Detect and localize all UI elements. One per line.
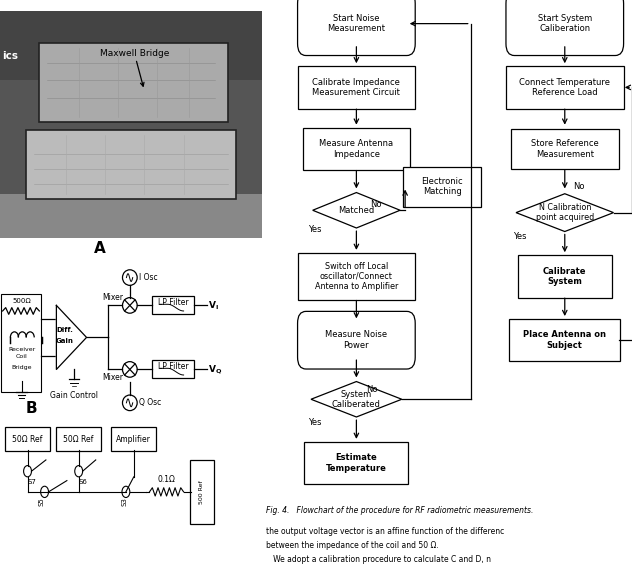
FancyBboxPatch shape (303, 128, 410, 170)
Text: Measure Noise
Power: Measure Noise Power (325, 331, 387, 350)
Text: No: No (573, 182, 585, 191)
Text: System
Caliberated: System Caliberated (332, 390, 381, 409)
Text: Mixer: Mixer (102, 293, 123, 302)
FancyBboxPatch shape (1, 294, 40, 392)
Text: No: No (370, 200, 381, 209)
FancyBboxPatch shape (26, 130, 236, 199)
Text: 500 Ref: 500 Ref (200, 480, 205, 503)
FancyBboxPatch shape (403, 167, 481, 207)
FancyBboxPatch shape (5, 427, 50, 451)
Text: Amplifier: Amplifier (116, 435, 151, 444)
Text: Electronic
Matching: Electronic Matching (422, 177, 463, 196)
Text: Yes: Yes (308, 418, 321, 428)
Text: the output voltage vector is an affine function of the differenc: the output voltage vector is an affine f… (265, 527, 504, 536)
Text: No: No (367, 385, 378, 394)
FancyBboxPatch shape (298, 253, 415, 300)
Text: Mixer: Mixer (102, 373, 123, 382)
Text: Yes: Yes (513, 231, 526, 240)
Text: Gain: Gain (56, 338, 74, 344)
Text: S6: S6 (78, 479, 87, 485)
Text: 50Ω Ref: 50Ω Ref (13, 435, 43, 444)
Text: S5: S5 (39, 497, 45, 506)
FancyBboxPatch shape (111, 427, 156, 451)
Text: Q Osc: Q Osc (139, 399, 161, 407)
FancyBboxPatch shape (298, 311, 415, 369)
Text: 50Ω Ref: 50Ω Ref (63, 435, 94, 444)
Text: Matched: Matched (338, 206, 375, 215)
Text: Store Reference
Measurement: Store Reference Measurement (531, 139, 599, 159)
FancyBboxPatch shape (56, 427, 101, 451)
Text: Gain Control: Gain Control (50, 391, 98, 400)
Text: LP Filter: LP Filter (158, 362, 188, 371)
Text: between the impedance of the coil and 50 Ω.: between the impedance of the coil and 50… (265, 541, 439, 550)
Text: Start Noise
Measurement: Start Noise Measurement (327, 14, 386, 33)
Text: Coil: Coil (16, 354, 27, 359)
Text: $\mathbf{V_Q}$: $\mathbf{V_Q}$ (208, 363, 222, 376)
Text: Connect Temperature
Reference Load: Connect Temperature Reference Load (520, 78, 611, 97)
FancyBboxPatch shape (190, 460, 214, 524)
Text: Yes: Yes (308, 225, 321, 234)
Text: $\mathbf{V_I}$: $\mathbf{V_I}$ (208, 299, 219, 312)
Text: Bridge: Bridge (11, 365, 32, 370)
Text: Fig. 4.   Flowchart of the procedure for RF radiometric measurements.: Fig. 4. Flowchart of the procedure for R… (265, 506, 533, 515)
Text: 0.1Ω: 0.1Ω (157, 476, 176, 484)
FancyBboxPatch shape (506, 0, 624, 56)
FancyBboxPatch shape (518, 255, 612, 298)
Text: A: A (94, 240, 106, 256)
Text: 500Ω: 500Ω (12, 298, 31, 303)
Text: ics: ics (3, 50, 18, 61)
Polygon shape (56, 306, 87, 370)
Text: Calibrate Impedance
Measurement Circuit: Calibrate Impedance Measurement Circuit (312, 78, 400, 97)
Text: I Osc: I Osc (139, 273, 157, 282)
Text: B: B (26, 401, 37, 416)
Text: Receiver: Receiver (8, 348, 35, 352)
Text: Measure Antenna
Impedance: Measure Antenna Impedance (319, 139, 394, 159)
Text: Calibrate
System: Calibrate System (543, 266, 586, 286)
FancyBboxPatch shape (304, 442, 408, 484)
Text: LP Filter: LP Filter (158, 298, 188, 307)
FancyBboxPatch shape (298, 0, 415, 56)
FancyBboxPatch shape (509, 319, 620, 362)
FancyBboxPatch shape (511, 129, 619, 169)
FancyBboxPatch shape (0, 11, 262, 238)
FancyBboxPatch shape (0, 11, 262, 81)
Text: We adopt a calibration procedure to calculate C and D, n: We adopt a calibration procedure to calc… (265, 556, 490, 564)
FancyBboxPatch shape (152, 297, 194, 315)
Text: S7: S7 (27, 479, 36, 485)
Text: S3: S3 (121, 497, 128, 506)
Text: Place Antenna on
Subject: Place Antenna on Subject (523, 331, 606, 350)
FancyBboxPatch shape (39, 44, 228, 122)
FancyBboxPatch shape (0, 194, 262, 238)
Text: Estimate
Temperature: Estimate Temperature (326, 454, 387, 473)
FancyBboxPatch shape (298, 66, 415, 109)
Text: Diff.: Diff. (57, 327, 73, 333)
FancyBboxPatch shape (506, 66, 624, 109)
Text: N Calibration
point acquired: N Calibration point acquired (536, 203, 594, 222)
Text: Maxwell Bridge: Maxwell Bridge (100, 49, 169, 86)
FancyBboxPatch shape (152, 361, 194, 379)
Text: Switch off Local
oscillator/Connect
Antenna to Amplifier: Switch off Local oscillator/Connect Ante… (315, 261, 398, 291)
Text: Start System
Caliberation: Start System Caliberation (538, 14, 592, 33)
